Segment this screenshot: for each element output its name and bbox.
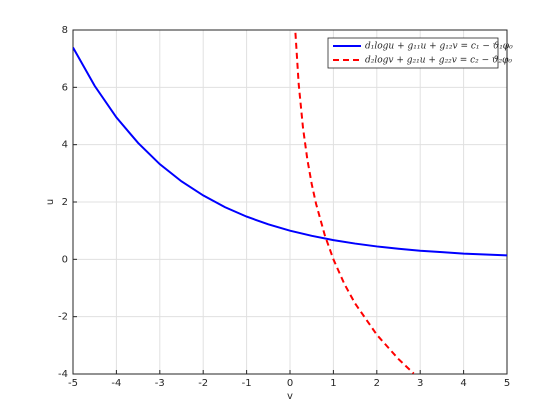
- legend-label: d₁logu + g₁₁u + g₁₂v = c₁ − ϑ₁φ₀: [365, 42, 513, 52]
- legend-box: [327, 37, 499, 69]
- y-tick-label: -2: [58, 312, 68, 323]
- x-tick-label: 3: [417, 378, 423, 389]
- x-tick-label: -2: [198, 378, 208, 389]
- legend-label: d₂logv + g₂₁u + g₂₂v = c₂ − ϑ₂φ₀: [365, 56, 512, 66]
- x-tick-label: 4: [460, 378, 466, 389]
- x-axis-label: v: [287, 391, 293, 402]
- series-line: [294, 32, 415, 374]
- x-tick-label: -5: [68, 378, 78, 389]
- plot-area: [73, 32, 507, 374]
- x-tick-label: -1: [242, 378, 252, 389]
- x-tick-label: -3: [155, 378, 165, 389]
- y-tick-label: 6: [62, 82, 68, 93]
- x-tick-label: -4: [111, 378, 121, 389]
- y-axis-label: u: [45, 199, 56, 205]
- x-tick-label: 1: [330, 378, 336, 389]
- axes-box: [72, 29, 508, 375]
- y-tick-label: 2: [62, 197, 68, 208]
- y-tick-label: 8: [62, 25, 68, 36]
- x-tick-label: 0: [287, 378, 293, 389]
- series-line: [73, 46, 507, 257]
- y-tick-label: 0: [62, 254, 68, 265]
- x-tick-label: 5: [504, 378, 510, 389]
- x-tick-label: 2: [374, 378, 380, 389]
- y-tick-label: 4: [62, 140, 68, 151]
- y-tick-label: -4: [58, 369, 68, 380]
